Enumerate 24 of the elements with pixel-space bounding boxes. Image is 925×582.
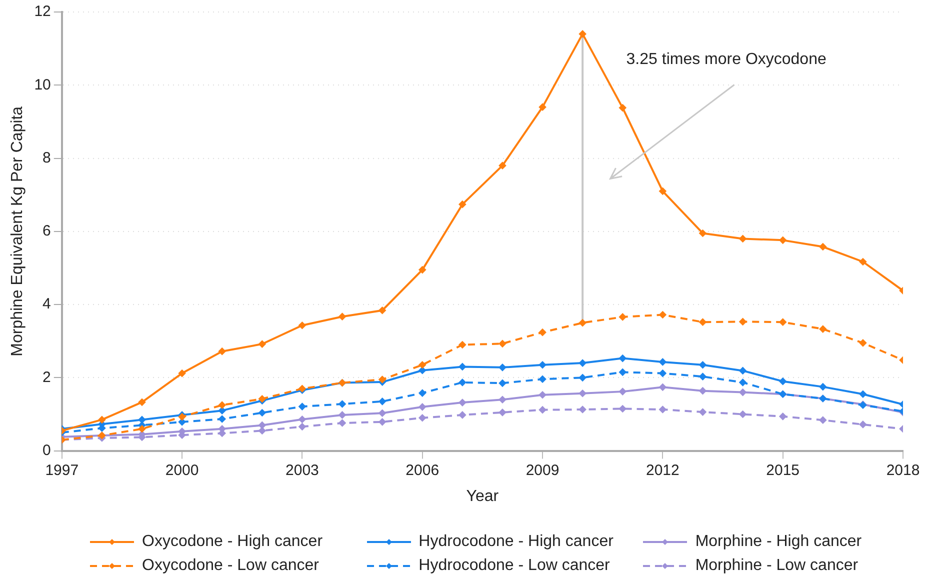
y-tick-label: 2 <box>42 368 51 386</box>
y-axis-title: Morphine Equivalent Kg Per Capita <box>9 106 26 356</box>
x-tick-label: 2006 <box>406 462 440 479</box>
x-tick-label: 2012 <box>646 462 680 479</box>
x-tick-label: 1997 <box>45 462 79 479</box>
x-tick-label: 2018 <box>886 462 920 479</box>
y-tick-label: 8 <box>42 149 51 166</box>
x-tick-label: 2015 <box>766 462 800 479</box>
x-axis-title: Year <box>466 488 500 505</box>
x-tick-label: 2000 <box>165 462 199 479</box>
annotation: 3.25 times more Oxycodone <box>626 50 826 69</box>
legend-label: Hydrocodone - Low cancer <box>418 557 610 575</box>
y-tick-label: 10 <box>34 76 51 94</box>
x-tick-label: 2009 <box>526 462 560 479</box>
y-tick-label: 12 <box>34 3 51 20</box>
y-tick-label: 6 <box>42 222 51 240</box>
legend-label: Hydrocodone - High cancer <box>418 533 614 551</box>
legend-label: Oxycodone - High cancer <box>142 533 323 551</box>
y-tick-label: 4 <box>42 296 51 313</box>
legend-label: Morphine - Low cancer <box>695 557 858 575</box>
legend-label: Morphine - High cancer <box>695 533 862 551</box>
legend-label: Oxycodone - Low cancer <box>142 557 319 575</box>
y-tick-label: 0 <box>42 442 51 459</box>
x-tick-label: 2003 <box>286 462 319 479</box>
